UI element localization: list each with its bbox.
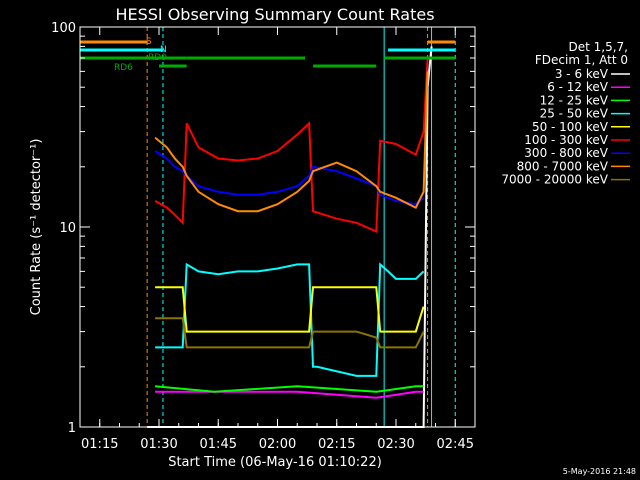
markers <box>79 27 456 427</box>
chart-title: HESSI Observing Summary Count Rates <box>115 5 434 24</box>
legend-label-6-12-kev: 6 - 12 keV <box>547 80 609 94</box>
x-tick-label: 01:30 <box>140 437 177 452</box>
flag-label-s: S <box>146 37 152 47</box>
legend-label-12-25-kev: 12 - 25 keV <box>540 93 609 107</box>
legend-label-800-7000-kev: 800 - 7000 keV <box>517 159 609 173</box>
legend-label-100-300-kev: 100 - 300 keV <box>524 133 608 147</box>
series-300-800-kev <box>154 150 425 206</box>
legend-label-3-6-kev: 3 - 6 keV <box>555 67 609 81</box>
flag-label-n: N <box>160 45 167 55</box>
series-50-100-kev <box>155 286 425 333</box>
legend-label-300-800-kev: 300 - 800 keV <box>524 146 608 160</box>
legend-header: Det 1,5,7, <box>569 40 629 54</box>
series-800-7000-kev <box>154 71 429 213</box>
x-tick-label: 02:15 <box>318 437 355 452</box>
y-tick-label: 10 <box>59 221 76 236</box>
x-tick-label: 02:30 <box>377 437 414 452</box>
x-axis-ticks: 01:15 01:30 01:45 02:00 02:15 02:30 02:45 <box>79 27 476 452</box>
series-100-300-kev <box>154 57 429 234</box>
legend-header: FDecim 1, Att 0 <box>535 53 628 67</box>
flag-label-rd6: RD6 <box>114 63 133 73</box>
series-25-50-kev <box>155 262 425 377</box>
flag-label-rd0: RD0 <box>148 53 167 63</box>
timestamp: 5-May-2016 21:48 <box>563 467 636 476</box>
series-12-25-kev <box>155 385 424 393</box>
legend-label-7000-20000-kev: 7000 - 20000 keV <box>501 173 608 187</box>
x-tick-label: 02:45 <box>437 437 474 452</box>
y-axis-label: Count Rate (s⁻¹ detector⁻¹) <box>29 139 44 316</box>
legend-label-50-100-kev: 50 - 100 keV <box>532 120 609 134</box>
x-tick-label: 01:45 <box>200 437 237 452</box>
legend-label-25-50-kev: 25 - 50 keV <box>540 107 609 121</box>
x-axis-label: Start Time (06-May-16 01:10:22) <box>168 455 382 470</box>
y-tick-label: 100 <box>51 21 76 36</box>
series-7000-20000-kev <box>155 317 425 349</box>
x-tick-label: 02:00 <box>259 437 296 452</box>
x-tick-label: 01:15 <box>81 437 118 452</box>
y-tick-label: 1 <box>68 421 76 436</box>
y-axis-ticks: 1 10 100 <box>51 21 475 436</box>
